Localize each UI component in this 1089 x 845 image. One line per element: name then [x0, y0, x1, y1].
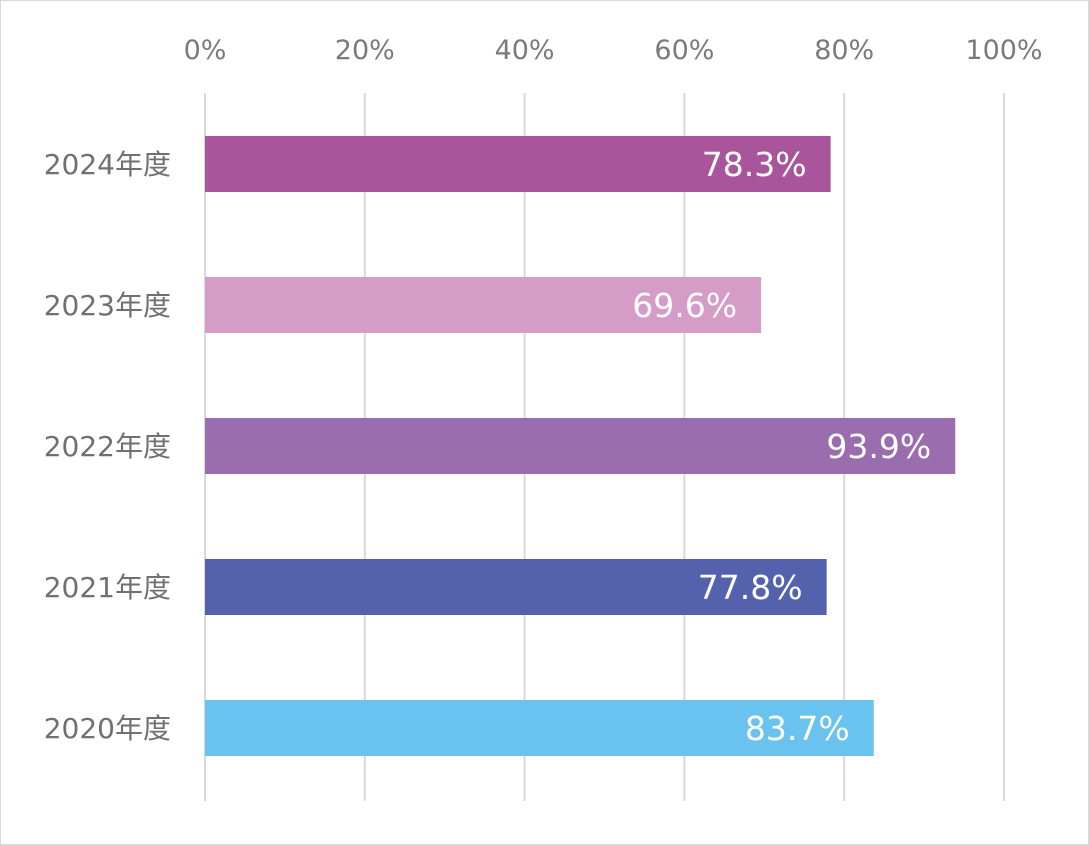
- x-tick-label-80: 80%: [814, 35, 874, 66]
- x-tick-label-20: 20%: [335, 35, 395, 66]
- category-label-2: 2022年度: [44, 430, 171, 463]
- bar-2: [205, 418, 956, 474]
- bar-0: [205, 136, 831, 192]
- bar-3: [205, 559, 827, 615]
- bars: [205, 136, 956, 756]
- category-label-4: 2020年度: [44, 712, 171, 745]
- data-labels: 78.3% 69.6% 93.9% 77.8% 83.7%: [632, 145, 931, 748]
- data-label-2: 93.9%: [826, 427, 931, 466]
- category-label-1: 2023年度: [44, 289, 171, 322]
- category-label-0: 2024年度: [44, 148, 171, 181]
- x-axis-ticks: 0% 20% 40% 60% 80% 100%: [184, 35, 1043, 66]
- category-label-3: 2021年度: [44, 571, 171, 604]
- x-tick-label-100: 100%: [965, 35, 1042, 66]
- x-tick-label-40: 40%: [495, 35, 555, 66]
- data-label-3: 77.8%: [698, 568, 803, 607]
- category-labels: 2024年度 2023年度 2022年度 2021年度 2020年度: [44, 148, 171, 745]
- bar-1: [205, 277, 762, 333]
- data-label-4: 83.7%: [745, 709, 850, 748]
- bar-4: [205, 700, 874, 756]
- data-label-1: 69.6%: [632, 286, 737, 325]
- x-tick-label-0: 0%: [184, 35, 227, 66]
- x-tick-label-60: 60%: [654, 35, 714, 66]
- data-label-0: 78.3%: [702, 145, 807, 184]
